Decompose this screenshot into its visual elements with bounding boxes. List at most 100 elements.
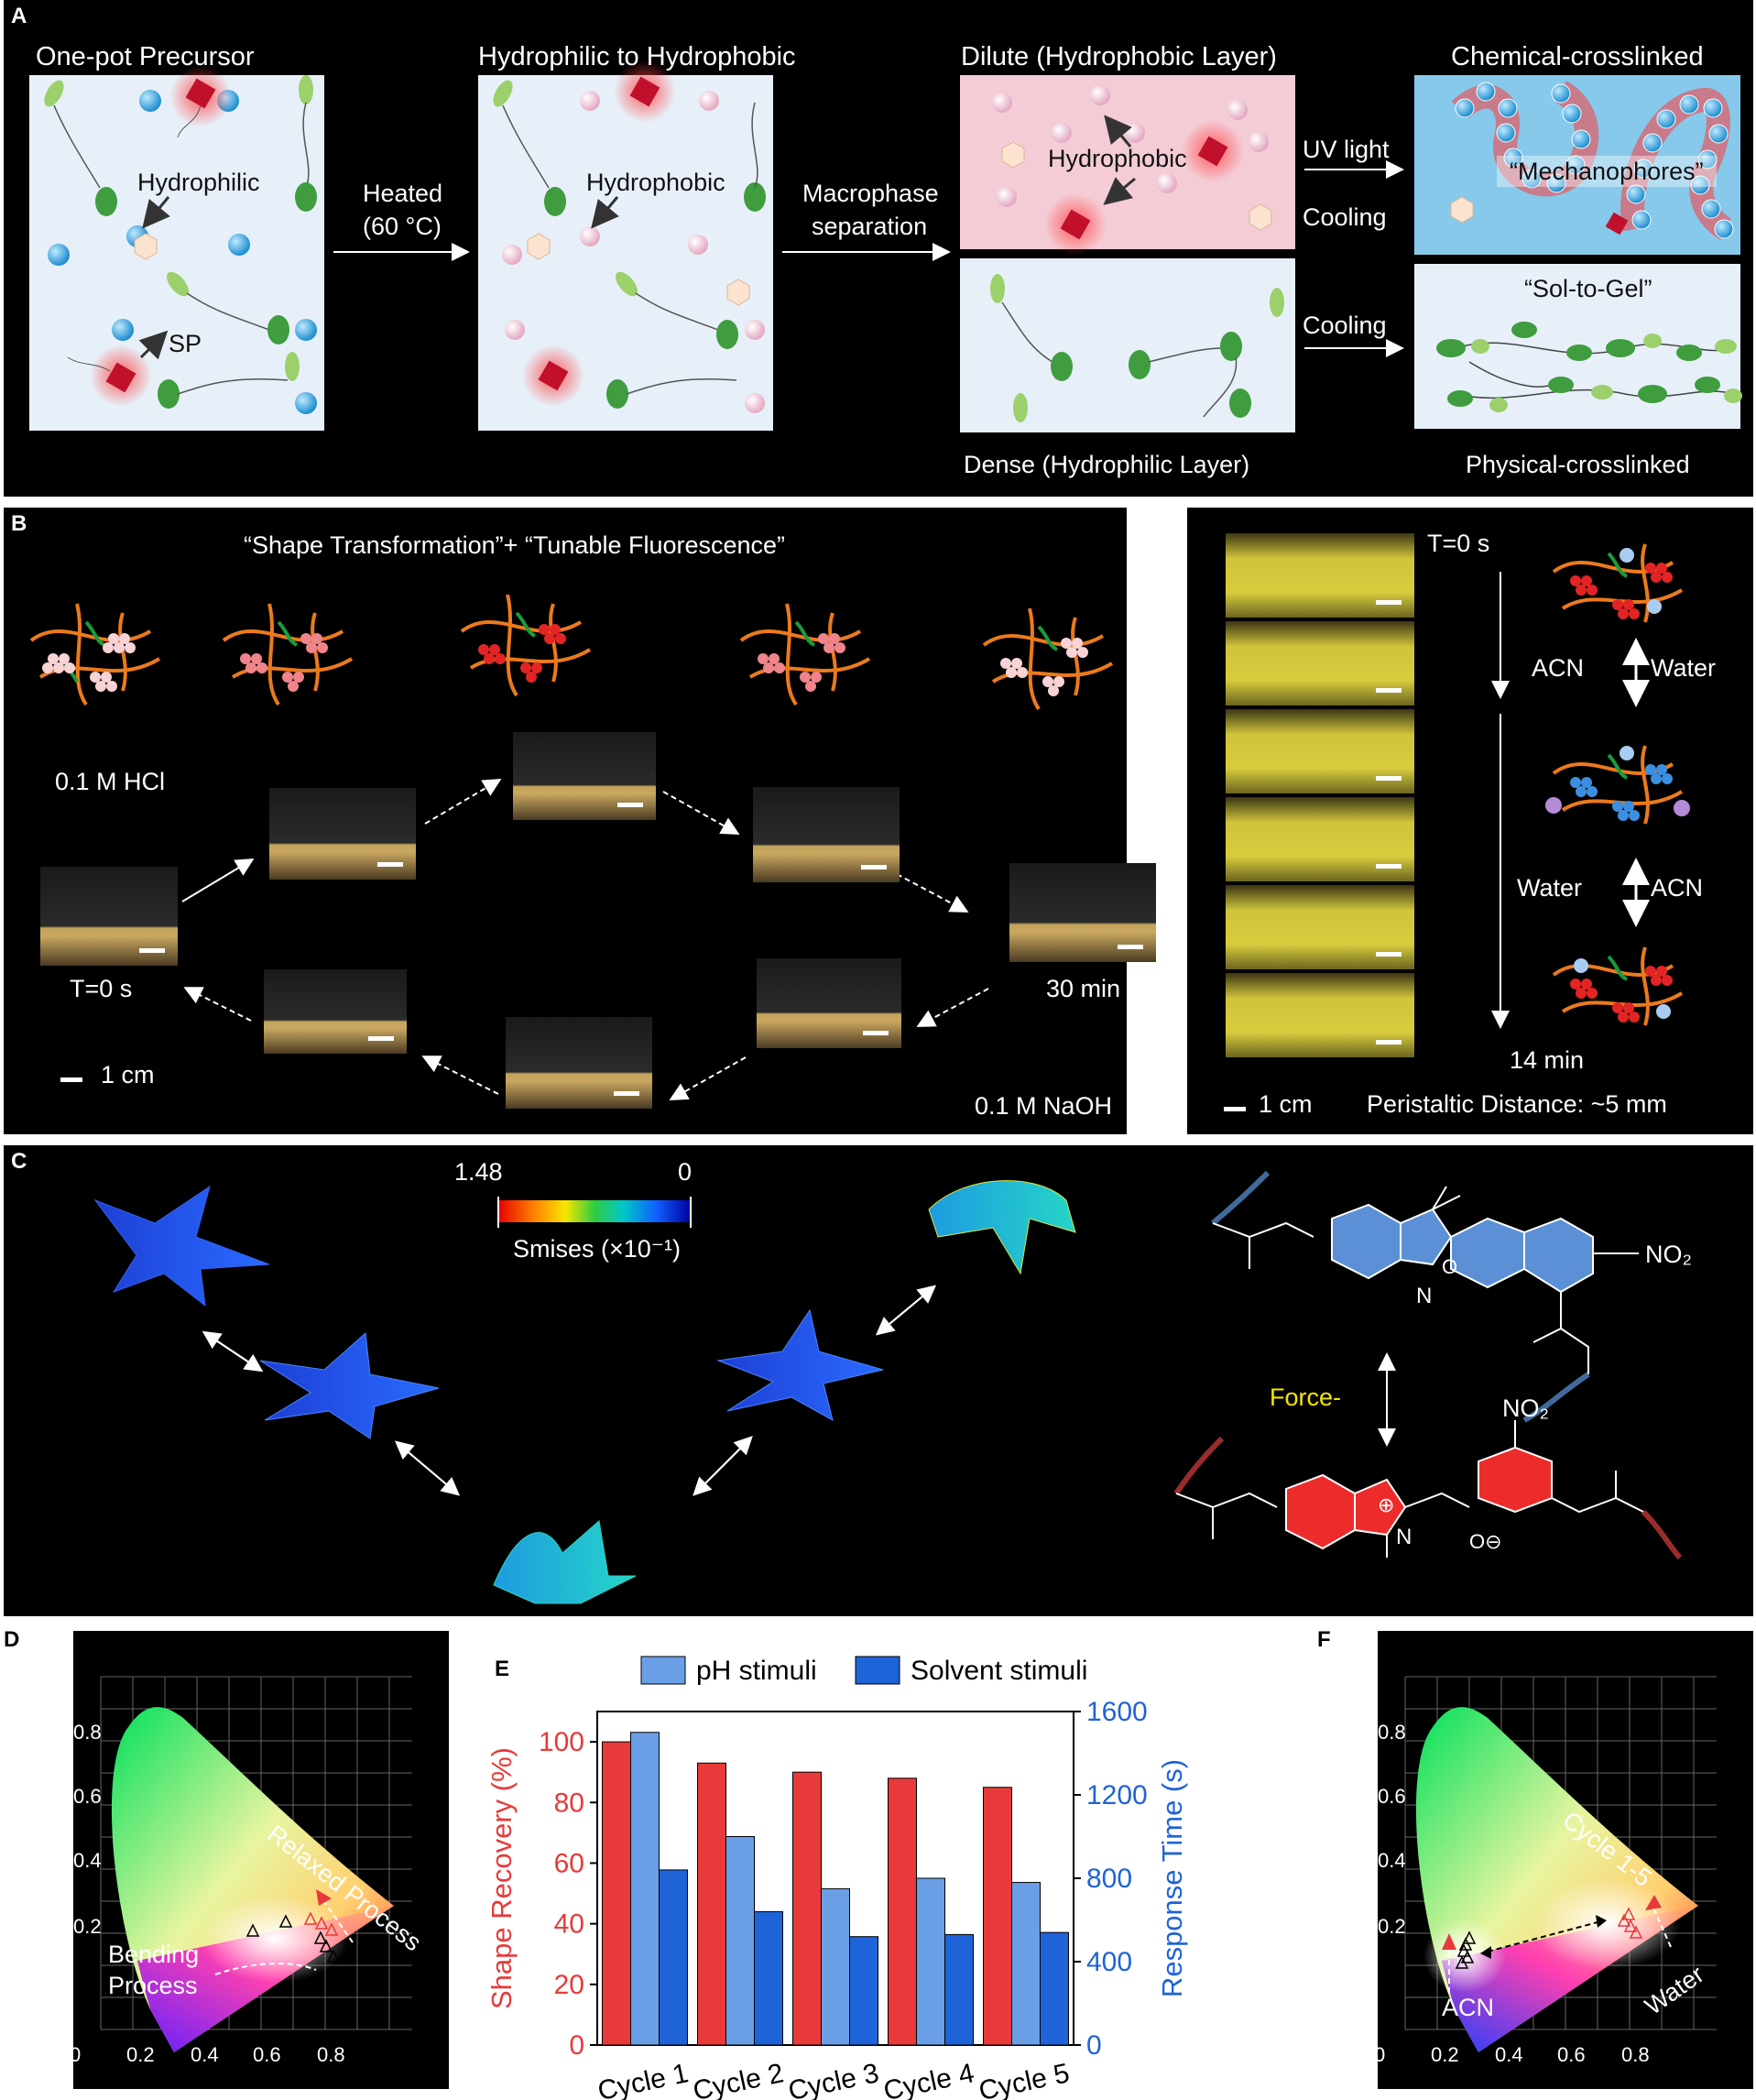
bar	[944, 1933, 974, 2046]
photo-hcl-2	[513, 732, 656, 820]
svg-text:0.6: 0.6	[1557, 2043, 1586, 2066]
physical-crosslinked-label: Physical-crosslinked	[1466, 451, 1690, 478]
y-tick-label: 40	[554, 1909, 584, 1940]
x-tick-label: Cycle 3	[786, 2058, 882, 2100]
precursor-molecules	[44, 65, 317, 414]
bar	[916, 1877, 945, 2046]
bar	[983, 1787, 1012, 2046]
heated-label: Heated	[363, 180, 443, 207]
y-tick-label: 0	[569, 2030, 584, 2061]
hydrophobic-layer-label: Hydrophobic	[1048, 145, 1187, 172]
x-tick-label: Cycle 5	[976, 2058, 1073, 2100]
photo-solvent-3	[1226, 709, 1414, 793]
scale-bar	[1224, 1107, 1246, 1111]
bar	[792, 1771, 822, 2046]
y-tick-label: 80	[554, 1788, 584, 1818]
svg-text:0.4: 0.4	[1378, 1849, 1406, 1872]
hcl-label: 0.1 M HCl	[55, 768, 166, 795]
svg-text:0.4: 0.4	[191, 2043, 219, 2066]
legend-swatch	[640, 1656, 686, 1685]
legend-swatch	[855, 1656, 900, 1685]
star-flat	[93, 1185, 270, 1307]
x-tick-label: Cycle 2	[691, 2058, 787, 2100]
hydrophilic-label: Hydrophilic	[137, 169, 260, 196]
svg-text:0.2: 0.2	[73, 1915, 102, 1938]
bar-chart: 0 20 40 60 80 100 0 400 800 1200 1600 Shape Recover…	[485, 1656, 1188, 2100]
svg-text:0.8: 0.8	[317, 2043, 345, 2066]
scale-bar	[60, 1077, 82, 1082]
svg-text:0.6: 0.6	[1378, 1785, 1406, 1808]
star-bend-1	[259, 1331, 440, 1439]
panel-label-f: F	[1317, 1627, 1331, 1652]
panel-label: B	[11, 511, 27, 536]
t30-label: 30 min	[1046, 975, 1121, 1002]
sp-label: SP	[169, 330, 202, 357]
panel-c-graphics: N N O O⊖ ⊕	[93, 1170, 1683, 1604]
dense-molecules	[990, 274, 1284, 422]
temperature-label: (60 °C)	[363, 213, 442, 240]
t14-label: 14 min	[1510, 1046, 1585, 1074]
precursor-box	[29, 75, 324, 431]
svg-text:O: O	[1442, 1255, 1457, 1278]
colorbar-min: 0	[678, 1158, 693, 1186]
y2-tick-label: 400	[1086, 1947, 1132, 1977]
svg-text:0.2: 0.2	[1378, 1915, 1406, 1938]
heated-molecules	[493, 60, 766, 413]
photo-naoh-1	[757, 958, 901, 1048]
t0-label: T=0 s	[70, 975, 133, 1002]
y2-tick-label: 800	[1086, 1864, 1132, 1894]
x-tick-label: Cycle 1	[595, 2058, 692, 2100]
bar	[659, 1869, 688, 2046]
scale-label: 1 cm	[101, 1061, 155, 1088]
colorbar-title: Smises (×10⁻¹)	[513, 1235, 682, 1263]
panel-b-graphics	[29, 594, 1114, 1100]
star-bend-3	[716, 1308, 884, 1421]
bar	[1011, 1882, 1041, 2046]
photo-solvent-2	[1226, 621, 1414, 705]
macrophase-label: Macrophase	[802, 180, 939, 207]
svg-text:⊕: ⊕	[1378, 1493, 1394, 1516]
water-label-1: Water	[1651, 654, 1717, 682]
physical-network	[1436, 322, 1742, 412]
panel-b-right: T=0 s ACN Water Water ACN 14 min 1 cm Pe…	[1187, 508, 1753, 1134]
bending-label-1: Bending	[108, 1941, 199, 1968]
network-icons	[29, 594, 1114, 711]
no2-bottom: NO₂	[1502, 1395, 1549, 1422]
panel-b-right-graphics	[1491, 543, 1690, 1029]
photo-30min	[1009, 863, 1156, 962]
legend-label: pH stimuli	[696, 1656, 817, 1686]
naoh-label: 0.1 M NaOH	[975, 1092, 1113, 1120]
acn-label: ACN	[1442, 1994, 1494, 2021]
panel-b: B “Shape Transformation”+ “Tunable Fluor…	[4, 508, 1156, 1134]
panel-f-graphics: Cycle 1-5 ACN Water 0.8 0.6 0.4 0.2 0 0.…	[1378, 1676, 1717, 2066]
svg-text:O⊖: O⊖	[1469, 1530, 1502, 1553]
y2-axis-label: Response Time (s)	[1156, 1759, 1188, 1997]
x-tick-label: Cycle 4	[881, 2058, 977, 2100]
panel-c: C	[4, 1145, 1753, 1616]
y-tick-label: 60	[554, 1848, 584, 1878]
dense-layer-label: Dense (Hydrophilic Layer)	[964, 451, 1250, 478]
panel-b-title: “Shape Transformation”+ “Tunable Fluores…	[244, 531, 786, 559]
svg-text:0.6: 0.6	[253, 2043, 281, 2066]
water-label-2: Water	[1517, 874, 1583, 902]
svg-text:0.2: 0.2	[126, 2043, 155, 2066]
y2-tick-label: 0	[1086, 2030, 1102, 2061]
panel-label-d: D	[4, 1627, 20, 1652]
panel-a-graphics	[44, 60, 1742, 422]
panel-label: A	[11, 4, 27, 28]
merocyanine-structure	[1173, 1420, 1683, 1560]
bar	[888, 1777, 917, 2046]
y-axis-label: Shape Recovery (%)	[485, 1747, 518, 2009]
star-bend-2	[493, 1520, 637, 1604]
spiropyran-structure	[1211, 1170, 1639, 1423]
step1-title: One-pot Precursor	[36, 42, 255, 71]
svg-text:0: 0	[1378, 2043, 1385, 2066]
step4-title: Chemical-crosslinked	[1451, 42, 1704, 71]
svg-text:0.8: 0.8	[1378, 1721, 1406, 1744]
panel-label-e: E	[495, 1657, 510, 1681]
dilute-molecules	[992, 85, 1272, 256]
panel-a: A One-pot Precursor Hydrophilic to Hydro…	[4, 0, 1753, 497]
f-xticks: 0 0.2 0.4 0.6 0.8	[1378, 2043, 1650, 2066]
peristaltic-distance-label: Peristaltic Distance: ~5 mm	[1367, 1090, 1667, 1118]
y-tick-label: 100	[539, 1727, 584, 1757]
